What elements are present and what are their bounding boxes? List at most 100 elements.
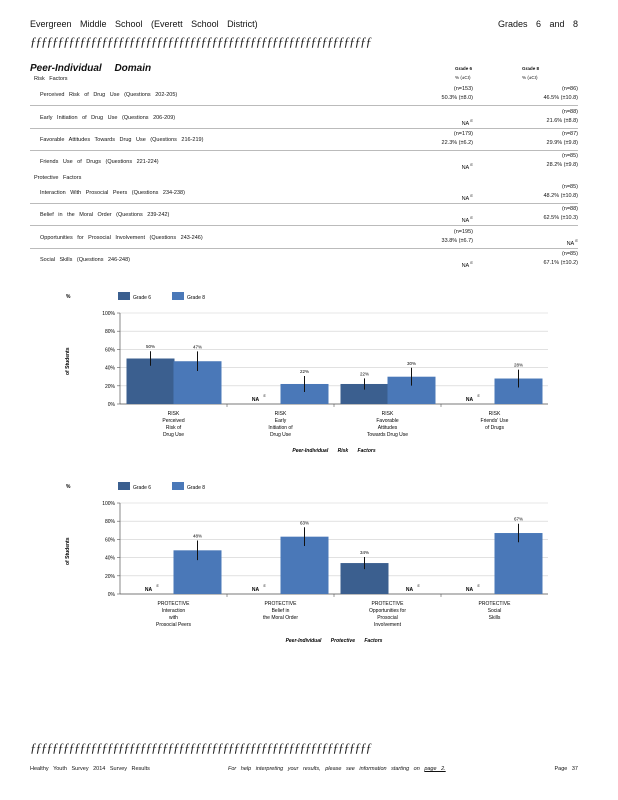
g8-value: 67.1% (±10.2) (543, 260, 578, 266)
protective-factors-chart: Grade 6 Grade 8% of Students 0% 20% 40% 60% 80%… (65, 482, 548, 644)
row-divider (30, 128, 578, 129)
na-label: NA (406, 587, 414, 593)
footer-help-text: For help interpreting your results, plea… (228, 766, 420, 772)
na-label: NA (466, 587, 474, 593)
bar-grade-8 (280, 383, 329, 404)
g6-value: NA E (461, 215, 473, 224)
y-tick-label: 100% (102, 311, 115, 317)
category-label: with (169, 615, 178, 621)
footnote-mark: E (264, 394, 267, 398)
bar-grade-8 (280, 536, 329, 594)
factor-row-label: Opportunities for Prosocial Involvement … (40, 235, 203, 241)
category-label: PROTECTIVE (372, 601, 405, 607)
g8-value: 28.2% (±9.8) (546, 162, 578, 168)
category-label: Friends' Use (481, 418, 509, 424)
na-label: NA (466, 397, 474, 403)
category-label: RISK (275, 411, 287, 417)
category-label: Social (488, 608, 502, 614)
category-label: Risk of (166, 425, 182, 431)
col-g8-sub: % (±CI) (522, 75, 538, 80)
footnote-mark: E (469, 215, 473, 220)
legend-swatch (172, 292, 184, 300)
g8-n: (n=88) (561, 109, 578, 115)
footnote-mark: E (469, 162, 473, 167)
footnote-mark: E (478, 394, 481, 398)
g6-value: 50.3% (±8.0) (441, 95, 473, 101)
y-axis-label: of Students (65, 537, 71, 565)
footer-page-number: Page 37 (554, 766, 579, 772)
domain-title: Peer-Individual Domain (30, 63, 152, 74)
category-label: RISK (168, 411, 180, 417)
y-axis-label: of Students (65, 347, 71, 375)
g6-value: 22.3% (±6.2) (441, 140, 473, 146)
school-title: Evergreen Middle School (Everett School … (30, 19, 258, 29)
row-divider (30, 105, 578, 106)
g8-n: (n=85) (561, 153, 578, 159)
col-g6-head: Grade 6 (455, 66, 473, 71)
factor-row-label: Favorable Attitudes Towards Drug Use (Qu… (40, 137, 204, 143)
category-label: Interaction (162, 608, 186, 614)
footer-page-link[interactable]: page 2. (424, 766, 446, 772)
bar-grade-8 (494, 533, 543, 594)
legend-swatch (118, 292, 130, 300)
y-axis-unit: % (66, 484, 71, 490)
x-axis-title: Peer-Individual Protective Factors (286, 638, 383, 644)
category-label: Skills (489, 615, 501, 621)
g8-n: (n=86) (561, 86, 578, 92)
y-tick-label: 100% (102, 501, 115, 507)
g8-value: NA E (566, 238, 578, 247)
risk-factors-chart: Grade 6 Grade 8% of Students 0% 20% 40% 60% 80%… (65, 292, 548, 454)
y-tick-label: 0% (108, 592, 116, 598)
g6-value: NA E (461, 162, 473, 171)
footnote-mark: E (157, 584, 160, 588)
data-label: 50% (146, 344, 155, 349)
row-divider (30, 203, 578, 204)
data-label: 47% (193, 344, 202, 349)
g6-n: (n=153) (453, 86, 473, 92)
category-label: Early (275, 418, 287, 424)
footnote-mark: E (469, 260, 473, 265)
col-g8-head: Grade 8 (522, 66, 540, 71)
bar-grade-6 (340, 383, 389, 404)
y-axis-unit: % (66, 294, 71, 300)
y-tick-label: 60% (105, 537, 116, 543)
grades-label: Grades 6 and 8 (497, 19, 578, 29)
data-label: 67% (514, 517, 523, 522)
category-label: Perceived (162, 418, 184, 424)
category-label: Prosocial Peers (156, 622, 192, 628)
g8-value: 21.6% (±8.8) (546, 118, 578, 124)
y-tick-label: 40% (105, 366, 116, 372)
data-label: 34% (360, 550, 369, 555)
g6-value: NA E (461, 193, 473, 202)
category-label: Towards Drug Use (367, 432, 408, 438)
factor-row-label: Social Skills (Questions 246-248) (40, 257, 131, 263)
section-risk: Risk Factors (34, 76, 68, 82)
footnote-mark: E (264, 584, 267, 588)
g8-value: 48.2% (±10.8) (543, 193, 578, 199)
g8-n: (n=87) (561, 131, 578, 137)
legend-label: Grade 6 (133, 295, 151, 301)
footnote-mark: E (574, 238, 578, 243)
y-tick-label: 40% (105, 556, 116, 562)
factor-row-label: Belief in the Moral Order (Questions 239… (40, 212, 170, 218)
footnote-mark: E (469, 118, 473, 123)
category-label: RISK (489, 411, 501, 417)
g6-value: 33.8% (±6.7) (441, 238, 473, 244)
footer-middle: For help interpreting your results, plea… (228, 766, 446, 772)
g8-value: 46.5% (±10.8) (543, 95, 578, 101)
g6-value: NA E (461, 118, 473, 127)
factor-row-label: Early Initiation of Drug Use (Questions … (40, 115, 176, 121)
y-tick-label: 20% (105, 574, 116, 580)
na-label: NA (252, 587, 260, 593)
data-label: 30% (407, 361, 416, 366)
legend-label: Grade 8 (187, 485, 205, 491)
factor-row-label: Friends Use of Drugs (Questions 221-224) (40, 159, 159, 165)
category-label: Initiation of (268, 425, 293, 431)
footnote-mark: E (418, 584, 421, 588)
col-g6-sub: % (±CI) (455, 75, 471, 80)
footnote-mark: E (478, 584, 481, 588)
category-label: Drug Use (163, 432, 184, 438)
legend-swatch (118, 482, 130, 490)
row-divider (30, 225, 578, 226)
category-label: PROTECTIVE (158, 601, 191, 607)
